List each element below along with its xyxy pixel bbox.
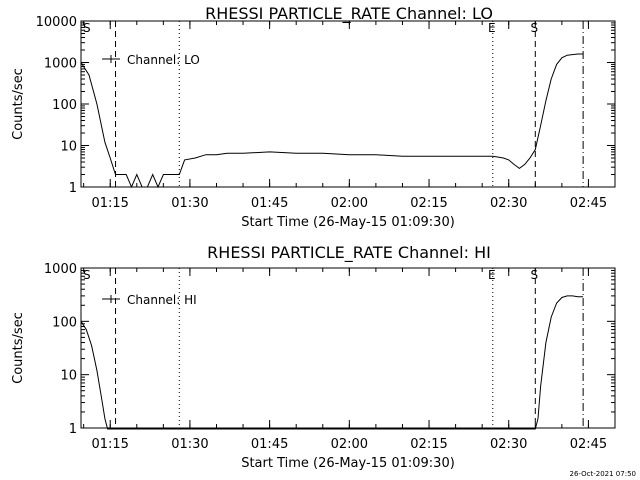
marker-label: S bbox=[83, 268, 91, 282]
y-tick-label: 1 bbox=[69, 422, 77, 437]
x-tick-label: 01:15 bbox=[91, 437, 128, 452]
x-tick-label: 02:00 bbox=[331, 437, 368, 452]
y-tick-label: 10000 bbox=[36, 15, 77, 30]
y-tick-label: 1000 bbox=[44, 57, 77, 72]
series-line-hi bbox=[80, 295, 584, 430]
panel-hi-ylabel: Counts/sec bbox=[11, 312, 26, 384]
y-tick-label: 1 bbox=[69, 181, 77, 196]
x-tick-label: 01:30 bbox=[171, 196, 208, 211]
x-tick-label: 02:15 bbox=[410, 437, 447, 452]
series-line-lo bbox=[80, 53, 584, 189]
marker-label: S bbox=[83, 21, 91, 35]
y-tick-label: 100 bbox=[52, 315, 77, 330]
panel-lo-xlabel: Start Time (26-May-15 01:09:30) bbox=[241, 215, 455, 230]
panel-hi: RHESSI PARTICLE_RATE Channel: HI Counts/… bbox=[11, 243, 616, 471]
x-tick-label: 02:30 bbox=[490, 196, 527, 211]
marker-label: S bbox=[530, 268, 538, 282]
panel-hi-title: RHESSI PARTICLE_RATE Channel: HI bbox=[207, 243, 491, 263]
x-tick-label: 01:45 bbox=[251, 437, 288, 452]
panel-lo-legend: Channel: LO bbox=[102, 53, 200, 67]
panel-lo-ticks: 01:15 01:30 01:45 02:00 02:15 02:30 02:45 1 10 10… bbox=[36, 15, 615, 211]
x-tick-label: 02:00 bbox=[331, 196, 368, 211]
y-tick-label: 100 bbox=[52, 98, 77, 113]
y-tick-label: 1000 bbox=[44, 262, 77, 277]
panel-lo-ylabel: Counts/sec bbox=[11, 68, 26, 140]
legend-hi-label: Channel: HI bbox=[127, 293, 197, 307]
x-tick-label: 02:15 bbox=[410, 196, 447, 211]
y-tick-label: 10 bbox=[60, 140, 77, 155]
marker-label: E bbox=[488, 21, 496, 35]
panel-lo-title: RHESSI PARTICLE_RATE Channel: LO bbox=[205, 4, 493, 24]
panel-hi-ticks: 01:15 01:30 01:45 02:00 02:15 02:30 02:45 1 10 10… bbox=[44, 262, 615, 452]
x-tick-label: 02:45 bbox=[570, 196, 607, 211]
x-tick-label: 02:30 bbox=[490, 437, 527, 452]
panel-lo: RHESSI PARTICLE_RATE Channel: LO Counts/… bbox=[11, 4, 616, 230]
panel-hi-xlabel: Start Time (26-May-15 01:09:30) bbox=[241, 456, 455, 471]
marker-label: S bbox=[530, 21, 538, 35]
marker-label: E bbox=[488, 268, 496, 282]
x-tick-label: 01:15 bbox=[91, 196, 128, 211]
y-tick-label: 10 bbox=[60, 369, 77, 384]
x-tick-label: 01:30 bbox=[171, 437, 208, 452]
x-tick-label: 01:45 bbox=[251, 196, 288, 211]
legend-lo-label: Channel: LO bbox=[127, 53, 200, 67]
footer-timestamp: 26-Oct-2021 07:50 bbox=[570, 470, 636, 478]
panel-hi-legend: Channel: HI bbox=[102, 293, 197, 307]
x-tick-label: 02:45 bbox=[570, 437, 607, 452]
